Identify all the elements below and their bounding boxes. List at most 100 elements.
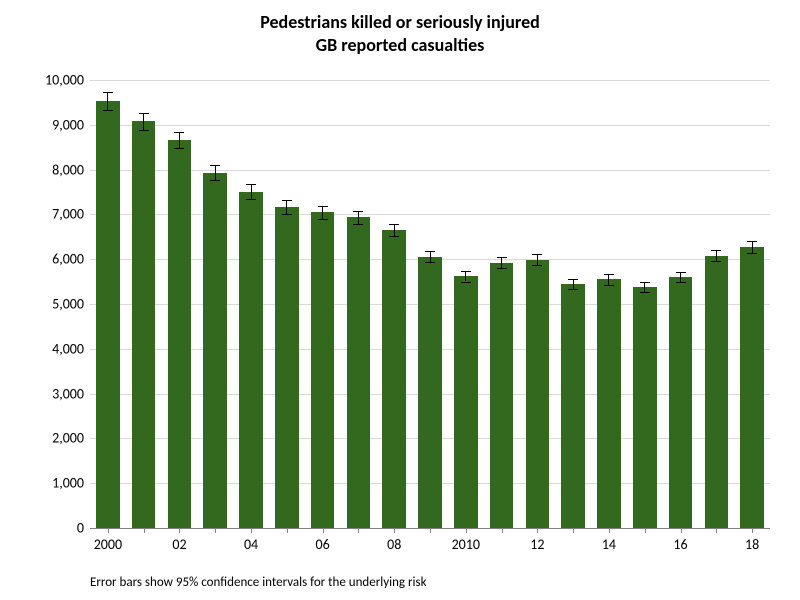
error-bar-cap bbox=[246, 199, 256, 200]
chart-title-line1: Pedestrians killed or seriously injured bbox=[0, 12, 800, 34]
grid-line bbox=[90, 170, 770, 171]
bar bbox=[490, 263, 514, 528]
x-tick bbox=[108, 528, 109, 533]
error-bar-cap bbox=[568, 289, 578, 290]
x-tick bbox=[466, 528, 467, 533]
x-tick-label: 04 bbox=[244, 536, 258, 553]
error-bar-cap bbox=[353, 224, 363, 225]
x-tick bbox=[144, 528, 145, 533]
x-tick-label: 16 bbox=[673, 536, 687, 553]
x-tick bbox=[323, 528, 324, 533]
x-tick-label: 12 bbox=[530, 536, 544, 553]
error-bar bbox=[251, 184, 252, 198]
error-bar-cap bbox=[640, 292, 650, 293]
error-bar-cap bbox=[532, 265, 542, 266]
error-bar-cap bbox=[282, 214, 292, 215]
y-tick-label: 6,000 bbox=[14, 251, 84, 268]
grid-line bbox=[90, 125, 770, 126]
bar bbox=[132, 121, 156, 528]
error-bar bbox=[608, 274, 609, 284]
x-tick bbox=[609, 528, 610, 533]
bar bbox=[526, 260, 550, 528]
error-bar bbox=[644, 282, 645, 292]
x-tick-label: 2010 bbox=[452, 536, 480, 553]
chart-container: Pedestrians killed or seriously injured … bbox=[0, 0, 800, 600]
error-bar bbox=[286, 200, 287, 213]
error-bar-cap bbox=[747, 253, 757, 254]
error-bar bbox=[179, 132, 180, 148]
error-bar-cap bbox=[174, 132, 184, 133]
grid-line bbox=[90, 214, 770, 215]
y-tick-label: 8,000 bbox=[14, 161, 84, 178]
bar bbox=[275, 207, 299, 528]
x-tick bbox=[645, 528, 646, 533]
error-bar-cap bbox=[103, 110, 113, 111]
bar bbox=[454, 276, 478, 528]
error-bar-cap bbox=[497, 268, 507, 269]
y-tick-label: 0 bbox=[14, 520, 84, 537]
error-bar bbox=[716, 250, 717, 261]
error-bar-cap bbox=[711, 261, 721, 262]
error-bar-cap bbox=[246, 184, 256, 185]
bar bbox=[740, 247, 764, 528]
bar bbox=[561, 284, 585, 528]
y-tick-label: 7,000 bbox=[14, 206, 84, 223]
x-tick bbox=[502, 528, 503, 533]
x-tick-label: 18 bbox=[745, 536, 759, 553]
x-tick-label: 14 bbox=[602, 536, 616, 553]
error-bar bbox=[537, 254, 538, 265]
x-tick bbox=[287, 528, 288, 533]
error-bar-cap bbox=[353, 211, 363, 212]
error-bar-cap bbox=[318, 219, 328, 220]
error-bar-cap bbox=[676, 272, 686, 273]
error-bar-cap bbox=[497, 257, 507, 258]
error-bar bbox=[394, 224, 395, 237]
bar bbox=[633, 287, 657, 528]
bar bbox=[382, 230, 406, 528]
x-tick bbox=[179, 528, 180, 533]
x-tick bbox=[430, 528, 431, 533]
error-bar-cap bbox=[640, 282, 650, 283]
error-bar-cap bbox=[103, 92, 113, 93]
error-bar-cap bbox=[318, 206, 328, 207]
x-tick bbox=[215, 528, 216, 533]
error-bar-cap bbox=[461, 282, 471, 283]
y-tick-label: 1,000 bbox=[14, 475, 84, 492]
grid-line bbox=[90, 80, 770, 81]
bar bbox=[347, 217, 371, 528]
error-bar-cap bbox=[389, 236, 399, 237]
error-bar-cap bbox=[747, 241, 757, 242]
bar bbox=[239, 192, 263, 528]
error-bar bbox=[430, 251, 431, 262]
plot-area bbox=[90, 80, 770, 528]
error-bar bbox=[573, 279, 574, 289]
error-bar bbox=[215, 165, 216, 180]
bar bbox=[311, 212, 335, 528]
error-bar-cap bbox=[425, 251, 435, 252]
error-bar bbox=[107, 92, 108, 110]
y-tick-label: 9,000 bbox=[14, 116, 84, 133]
y-tick-label: 5,000 bbox=[14, 296, 84, 313]
y-tick-label: 3,000 bbox=[14, 385, 84, 402]
x-tick bbox=[394, 528, 395, 533]
bar bbox=[597, 279, 621, 528]
error-bar-cap bbox=[210, 165, 220, 166]
error-bar-cap bbox=[604, 274, 614, 275]
bar bbox=[96, 101, 120, 528]
y-tick-label: 2,000 bbox=[14, 430, 84, 447]
x-tick-label: 2000 bbox=[94, 536, 122, 553]
error-bar-cap bbox=[389, 224, 399, 225]
bar bbox=[203, 173, 227, 528]
error-bar-cap bbox=[568, 279, 578, 280]
bar bbox=[705, 256, 729, 528]
error-bar-cap bbox=[604, 285, 614, 286]
error-bar-cap bbox=[139, 130, 149, 131]
error-bar-cap bbox=[676, 282, 686, 283]
error-bar-cap bbox=[461, 271, 471, 272]
chart-title-line2: GB reported casualties bbox=[0, 34, 800, 56]
x-tick bbox=[537, 528, 538, 533]
x-tick bbox=[573, 528, 574, 533]
error-bar-cap bbox=[282, 200, 292, 201]
error-bar bbox=[501, 257, 502, 268]
error-bar-cap bbox=[532, 254, 542, 255]
